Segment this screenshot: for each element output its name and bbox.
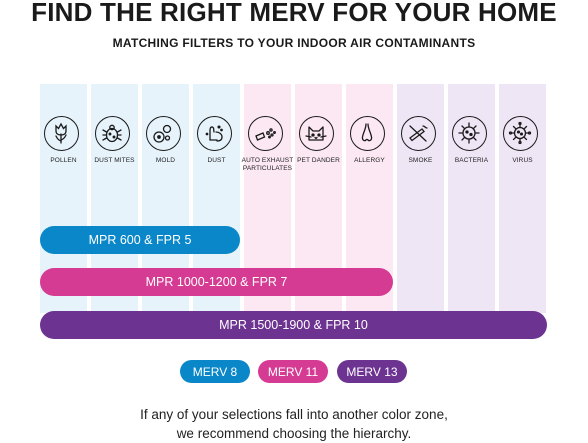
merv-13-badge: MERV 13 [337, 360, 407, 383]
dust-icon [197, 116, 232, 151]
contaminant-label: DUST [207, 157, 226, 164]
mpr-600-bar: MPR 600 & FPR 5 [40, 226, 240, 254]
nose-icon [350, 116, 385, 151]
mold-spores-icon [146, 116, 181, 151]
page-subtitle: MATCHING FILTERS TO YOUR INDOOR AIR CONT… [112, 36, 476, 50]
no-smoking-icon [401, 116, 436, 151]
note-line-2: we recommend choosing the hierarchy. [176, 426, 412, 441]
merv-11-badge: MERV 11 [258, 360, 328, 383]
merv-8-badge: MERV 8 [180, 360, 250, 383]
column-smoke: SMOKE [397, 84, 444, 313]
recommendation-note: If any of your selections fall into anot… [0, 405, 588, 443]
column-virus: VIRUS [499, 84, 546, 313]
cat-face-icon [299, 116, 334, 151]
contaminant-label: PET DANDER [297, 157, 340, 164]
contaminant-label: SMOKE [408, 157, 433, 164]
contaminant-label: MOLD [155, 157, 176, 164]
page-title: FIND THE RIGHT MERV FOR YOUR HOME [31, 0, 557, 27]
pollen-flower-icon [44, 116, 79, 151]
contaminant-label: VIRUS [512, 157, 533, 164]
bacteria-icon [452, 116, 487, 151]
contaminant-label: BACTERIA [454, 157, 489, 164]
contaminant-label: POLLEN [50, 157, 77, 164]
mpr-1000-1200-bar: MPR 1000-1200 & FPR 7 [40, 268, 393, 296]
column-bacteria: BACTERIA [448, 84, 495, 313]
contaminant-label: DUST MITES [94, 157, 135, 164]
note-line-1: If any of your selections fall into anot… [140, 407, 448, 422]
mpr-1500-1900-bar: MPR 1500-1900 & FPR 10 [40, 311, 547, 339]
virus-icon [503, 116, 538, 151]
contaminant-label: ALLERGY [354, 157, 385, 164]
contaminant-label: AUTO EXHAUST PARTICULATES [241, 157, 294, 172]
exhaust-pipe-icon [248, 116, 283, 151]
dust-mite-icon [95, 116, 130, 151]
